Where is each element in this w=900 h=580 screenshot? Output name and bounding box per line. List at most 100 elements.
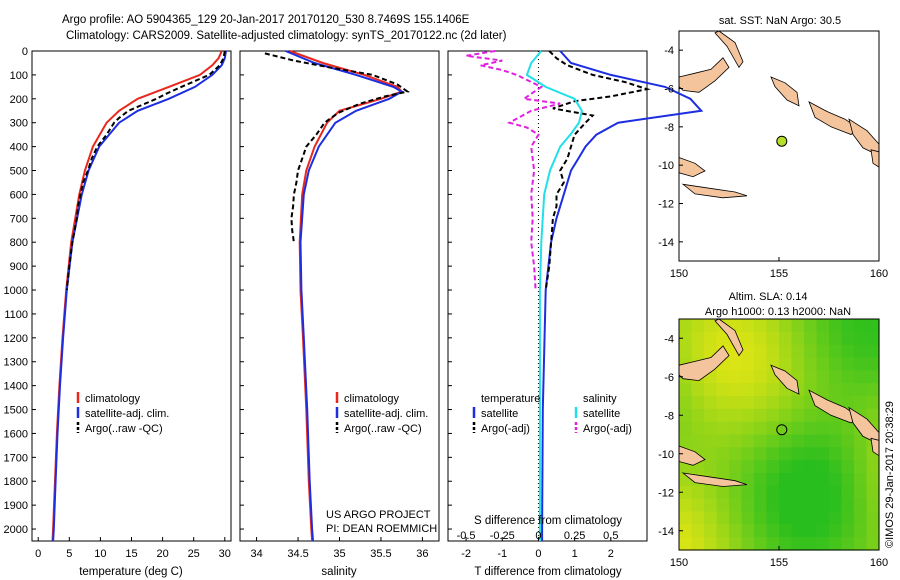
sla-cell <box>841 434 855 448</box>
sla-cell <box>729 370 743 384</box>
sla-cell <box>791 511 805 525</box>
sla-cell <box>716 498 730 513</box>
sla-cell <box>766 447 780 461</box>
sla-cell <box>779 396 793 410</box>
sla-cell <box>691 396 705 410</box>
sla-cell <box>766 498 780 513</box>
sla-lon-tick-label: 150 <box>670 557 688 569</box>
depth-tick-label: 800 <box>10 237 28 249</box>
sla-cell <box>779 524 793 538</box>
series-difference-salinity-argo-adj- <box>465 50 561 291</box>
sla-cell <box>754 408 768 423</box>
sla-lon-tick-label: 160 <box>870 557 888 569</box>
sla-cell <box>841 383 855 397</box>
sla-cell <box>866 396 880 410</box>
salinity-x-tick-label: 34.5 <box>287 548 308 560</box>
sst-lat-tick-label: -12 <box>658 199 674 211</box>
sla-cell <box>804 331 818 346</box>
sla-cell <box>679 331 693 346</box>
sla-cell <box>791 498 805 513</box>
sla-cell <box>716 421 730 436</box>
sla-cell <box>729 460 743 474</box>
sst-lon-tick-label: 155 <box>770 268 788 280</box>
sla-cell <box>679 319 693 333</box>
legend-title-salinity: salinity <box>583 393 617 405</box>
sla-cell <box>791 460 805 474</box>
sla-cell <box>716 537 730 551</box>
land-sst-6 <box>678 156 706 178</box>
temperature-x-tick-label: 30 <box>219 548 231 560</box>
sla-cell <box>716 434 730 448</box>
sla-cell <box>716 524 730 538</box>
sla-cell <box>854 485 868 500</box>
sla-heatmap <box>679 319 880 551</box>
land-sla-1 <box>714 318 744 357</box>
sla-cell <box>679 344 693 359</box>
land-sst-4 <box>848 118 880 157</box>
land-sla-2 <box>770 364 800 395</box>
profile-plots <box>51 50 704 542</box>
sla-cell <box>816 383 830 397</box>
sla-cell <box>779 511 793 525</box>
depth-tick-label: 1400 <box>4 381 28 393</box>
sla-cell <box>841 498 855 513</box>
temperature-x-tick-label: 5 <box>66 548 72 560</box>
sla-cell <box>791 396 805 410</box>
depth-tick-label: 1700 <box>4 452 28 464</box>
sla-cell <box>754 319 768 333</box>
sla-cell <box>704 511 718 525</box>
sla-cell <box>854 434 868 448</box>
sla-cell <box>816 331 830 346</box>
sla-cell <box>754 537 768 551</box>
project-annotation-line2: PI: DEAN ROEMMICH <box>326 523 437 535</box>
sla-cell <box>741 319 755 333</box>
sla-cell <box>754 473 768 487</box>
sla-cell <box>804 460 818 474</box>
depth-tick-label: 500 <box>10 166 28 178</box>
sla-cell <box>679 408 693 423</box>
sla-cell <box>841 331 855 346</box>
sla-cell <box>816 460 830 474</box>
depth-tick-label: 100 <box>10 70 28 82</box>
sla-cell <box>804 524 818 538</box>
legend-label-satellite: satellite-adj. clim. <box>344 408 428 420</box>
sla-cell <box>866 524 880 538</box>
sla-lat-tick-label: -10 <box>658 449 674 461</box>
sla-cell <box>779 331 793 346</box>
sla-cell <box>829 357 843 371</box>
sla-cell <box>779 498 793 513</box>
sla-cell <box>729 396 743 410</box>
sla-cell <box>766 319 780 333</box>
sla-cell <box>741 434 755 448</box>
sla-cell <box>754 344 768 359</box>
sla-cell <box>779 537 793 551</box>
sla-cell <box>754 498 768 513</box>
depth-tick-label: 1200 <box>4 333 28 345</box>
sla-cell <box>854 331 868 346</box>
sla-cell <box>754 447 768 461</box>
depth-tick-label: 700 <box>10 213 28 225</box>
sla-cell <box>704 331 718 346</box>
sla-cell <box>716 396 730 410</box>
sla-cell <box>829 344 843 359</box>
sla-cell <box>691 408 705 423</box>
sla-cell <box>854 537 868 551</box>
difference-panel-frame <box>447 50 648 542</box>
sla-cell <box>804 370 818 384</box>
depth-tick-label: 1300 <box>4 357 28 369</box>
sla-cell <box>829 537 843 551</box>
sla-cell <box>829 511 843 525</box>
sla-cell <box>716 485 730 500</box>
sla-cell <box>829 331 843 346</box>
sla-cell <box>779 357 793 371</box>
legend-label-s-satellite: satellite <box>583 408 620 420</box>
sla-cell <box>841 396 855 410</box>
salinity-x-tick-label: 36 <box>416 548 428 560</box>
sla-cell <box>741 524 755 538</box>
sla-cell <box>741 421 755 436</box>
sla-cell <box>804 511 818 525</box>
sla-cell <box>804 498 818 513</box>
sla-cell <box>741 331 755 346</box>
depth-tick-label: 1000 <box>4 285 28 297</box>
sla-cell <box>829 370 843 384</box>
